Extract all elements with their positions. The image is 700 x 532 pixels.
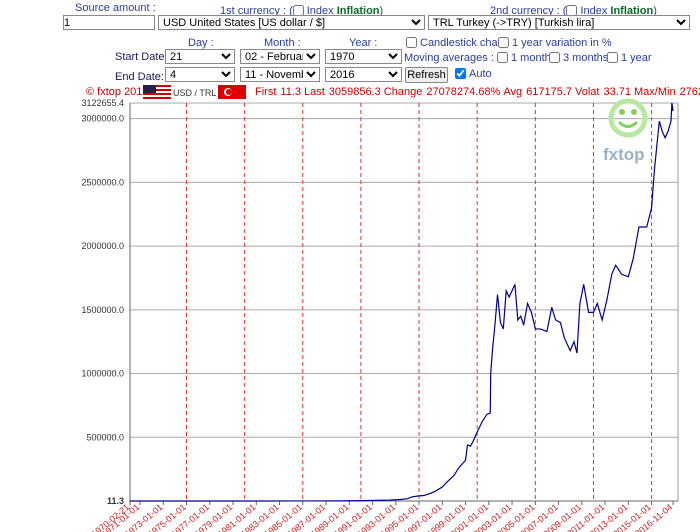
stat-label: Change xyxy=(383,86,423,98)
stat-value: 33.71 xyxy=(603,86,631,98)
tr-flag-moon-cut xyxy=(226,89,232,95)
price-line xyxy=(130,102,674,502)
currency-2-header: 2nd currency : ( Index Inflation) xyxy=(490,5,657,17)
y-tick-label: 3000000.0 xyxy=(81,114,124,124)
stat-label: Volat xyxy=(575,86,600,98)
auto-option: Auto xyxy=(455,68,492,80)
stat-label: Last xyxy=(303,86,325,98)
index-label: Index xyxy=(306,5,334,17)
y-tick-label: 2500000.0 xyxy=(81,177,124,187)
y-tick-label: 11.3 xyxy=(107,496,124,506)
index-label: Index xyxy=(580,5,608,17)
end-day[interactable]: 4 xyxy=(165,67,235,82)
inflation-checkbox[interactable] xyxy=(566,5,578,16)
source-label: Source amount : xyxy=(75,2,156,14)
month-label: Month : xyxy=(264,37,301,49)
day-label: Day : xyxy=(188,37,214,49)
y-tick-label: 1000000.0 xyxy=(81,369,124,379)
checkbox[interactable] xyxy=(549,52,560,63)
start-day[interactable]: 21 xyxy=(165,49,235,64)
start-label: Start Date: xyxy=(115,51,168,63)
copyright: © fxtop 2016 xyxy=(86,86,149,98)
stat-value: 27078274.68% xyxy=(426,86,501,98)
logo-eye xyxy=(631,109,637,115)
stats: First 11.3 Last 3059856.3 Change 27078274.68%… xyxy=(255,86,700,98)
logo-eye xyxy=(619,109,625,115)
currency-label: 1st currency : ( xyxy=(220,5,293,17)
logo: fxtop xyxy=(603,98,648,164)
start-year[interactable]: 1970 xyxy=(325,49,402,64)
stat-label: First xyxy=(255,86,277,98)
option-label: Auto xyxy=(469,68,492,80)
stat-value: 3059856.3 xyxy=(328,86,381,98)
close-paren: ) xyxy=(653,5,657,17)
us-flag-canton xyxy=(143,85,156,93)
us-flag xyxy=(143,85,171,99)
checkbox[interactable] xyxy=(455,68,466,79)
option-label: 3 months xyxy=(563,52,609,64)
refresh-button[interactable]: Refresh xyxy=(405,67,448,83)
inflation-label: Inflation xyxy=(610,5,654,17)
plot-frame xyxy=(129,102,679,502)
ma-option: 3 months xyxy=(549,52,608,64)
logo-ring xyxy=(608,98,648,138)
currency-2-select[interactable]: TRL Turkey (->TRY) [Turkish lira] xyxy=(428,15,690,30)
plot: 11.3 500000.0 1000000.0 1500000.0 2000000.0 2… xyxy=(81,98,679,532)
logo-smile xyxy=(617,120,639,128)
candlestick-option: Candlestick chart xyxy=(406,37,504,49)
currency-label: 2nd currency : ( xyxy=(490,5,567,17)
inflation-label: Inflation xyxy=(336,5,380,17)
option-label: 1 year xyxy=(621,52,652,64)
y-tick-label: 1500000.0 xyxy=(81,305,124,315)
stat-value: 617175.7 xyxy=(526,86,572,98)
currency-1-header: 1st currency : ( Index Inflation) xyxy=(220,5,383,17)
currency-1-select[interactable]: USD United States [US dollar / $] xyxy=(158,15,425,30)
checkbox[interactable] xyxy=(498,37,509,48)
end-year[interactable]: 2016 xyxy=(325,67,402,82)
stat-value: 11.3 xyxy=(280,86,301,98)
inflation-checkbox[interactable] xyxy=(292,5,304,16)
checkbox[interactable] xyxy=(497,52,508,63)
stat-value: 27628708.90% xyxy=(679,86,700,98)
y-tick-label: 2000000.0 xyxy=(81,241,124,251)
option-label: 1 month xyxy=(511,52,551,64)
option-label: 1 year variation in % xyxy=(512,37,612,49)
amount-input[interactable] xyxy=(63,15,155,30)
start-month[interactable]: 02 - February xyxy=(240,49,320,64)
ma-option: 1 month xyxy=(497,52,551,64)
ma-option: 1 year xyxy=(607,52,652,64)
pair-label: USD / TRL xyxy=(173,88,217,98)
tr-flag xyxy=(218,85,246,99)
year-label: Year : xyxy=(349,37,378,49)
y-tick-label: 500000.0 xyxy=(86,432,124,442)
checkbox[interactable] xyxy=(406,37,417,48)
stat-label: Max/Min xyxy=(634,86,676,98)
end-label: End Date: xyxy=(115,71,164,83)
logo-text: fxtop xyxy=(603,145,645,164)
option-label: Candlestick chart xyxy=(420,37,505,49)
variation-option: 1 year variation in % xyxy=(498,37,612,49)
stat-label: Avg xyxy=(503,86,523,98)
close-paren: ) xyxy=(379,5,384,17)
end-month[interactable]: 11 - November xyxy=(240,67,320,82)
y-tick-label: 3122655.4 xyxy=(81,98,124,108)
moving-label: Moving averages : xyxy=(404,52,494,64)
checkbox[interactable] xyxy=(607,52,618,63)
